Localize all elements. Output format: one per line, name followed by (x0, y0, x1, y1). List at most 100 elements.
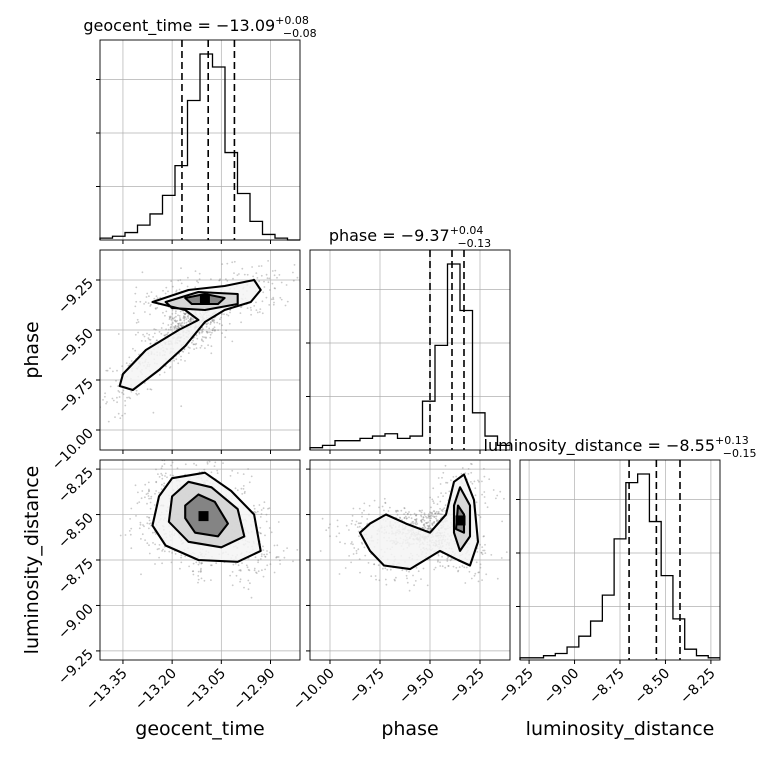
density-fill (119, 280, 261, 390)
sample-point (477, 452, 479, 454)
sample-point (154, 328, 157, 331)
sample-point (364, 554, 367, 557)
sample-point (467, 468, 470, 470)
sample-point (457, 456, 459, 458)
density-fill (360, 474, 478, 570)
sample-point (255, 571, 257, 574)
sample-point (441, 565, 444, 568)
sample-point (176, 467, 179, 470)
sample-point (166, 333, 169, 336)
sample-point (166, 476, 168, 479)
sample-point (217, 329, 220, 331)
sample-point (358, 525, 361, 528)
sample-point (224, 336, 227, 339)
x-tick-label: −8.75 (586, 666, 628, 708)
sample-point (161, 477, 164, 480)
sample-point (211, 329, 214, 332)
sample-point (240, 305, 243, 308)
sample-point (213, 329, 216, 332)
sample-point (259, 532, 262, 535)
sample-point (395, 509, 397, 512)
sample-point (355, 552, 358, 555)
sample-point (163, 334, 166, 337)
sample-point (426, 524, 429, 527)
sample-point (180, 359, 182, 361)
sample-point (201, 328, 204, 331)
sample-point (153, 332, 156, 335)
sample-point (136, 502, 139, 505)
sample-point (183, 318, 186, 320)
sample-point (233, 272, 235, 274)
sample-point (148, 489, 151, 492)
sample-point (137, 321, 140, 323)
sample-point (171, 313, 174, 315)
sample-point (172, 322, 174, 324)
sample-point (329, 535, 331, 538)
sample-point (360, 541, 363, 544)
sample-point (386, 568, 389, 571)
sample-point (212, 318, 215, 321)
sample-point (407, 512, 409, 515)
sample-point (273, 301, 275, 304)
sample-point (121, 391, 123, 394)
sample-point (169, 474, 172, 476)
sample-point (177, 325, 180, 328)
sample-point (473, 574, 476, 577)
sample-point (263, 286, 266, 288)
sample-point (117, 390, 120, 392)
sample-point (242, 473, 245, 475)
sample-point (231, 469, 234, 472)
sample-point (441, 513, 443, 516)
sample-point (357, 548, 360, 551)
sample-point (160, 327, 163, 329)
sample-point (357, 522, 360, 525)
sample-point (421, 509, 423, 512)
sample-point (201, 339, 203, 342)
sample-point (474, 494, 477, 497)
sample-point (423, 523, 426, 525)
sample-point (359, 522, 361, 525)
sample-point (436, 520, 438, 523)
sample-point (408, 511, 410, 513)
sample-point (246, 273, 249, 276)
sample-point (272, 298, 275, 301)
sample-point (350, 561, 352, 564)
sample-point (141, 533, 144, 536)
sample-point (247, 569, 250, 571)
sample-point (427, 516, 430, 519)
sample-point (160, 332, 163, 335)
sample-point (149, 501, 152, 504)
sample-point (198, 331, 201, 334)
sample-point (296, 549, 299, 551)
sample-point (410, 517, 413, 520)
sample-point (461, 565, 464, 567)
sample-point (430, 514, 433, 517)
sample-point (143, 525, 145, 528)
sample-point (450, 557, 453, 560)
sample-point (197, 281, 200, 284)
sample-point (435, 517, 437, 520)
contour-outer (358, 473, 480, 571)
sample-point (229, 475, 232, 477)
sample-point (154, 563, 156, 565)
sample-point (476, 551, 479, 553)
sample-point (130, 507, 133, 510)
sample-point (180, 325, 183, 327)
sample-point (148, 527, 150, 530)
sample-point (433, 516, 436, 518)
sample-point (189, 318, 192, 321)
sample-point (461, 467, 464, 469)
sample-point (262, 507, 265, 510)
sample-point (165, 328, 168, 331)
sample-point (452, 565, 455, 568)
sample-point (352, 507, 355, 510)
sample-point (162, 311, 164, 314)
sample-point (162, 548, 164, 551)
sample-point (144, 311, 146, 313)
sample-point (420, 520, 423, 523)
sample-point (225, 313, 228, 316)
sample-point (327, 526, 330, 529)
sample-point (161, 562, 164, 565)
sample-point (190, 319, 192, 321)
